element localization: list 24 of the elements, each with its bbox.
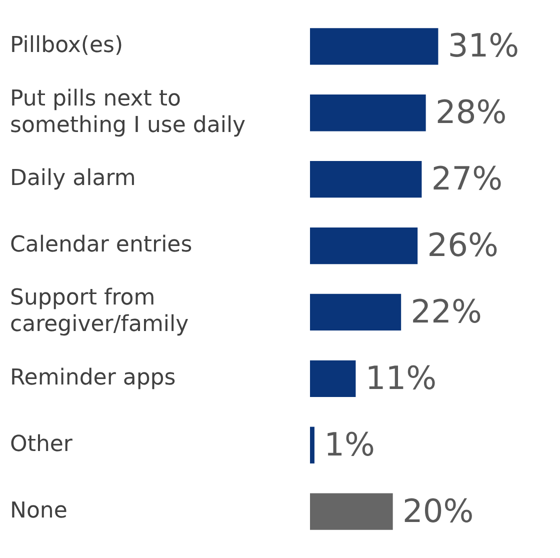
bar <box>310 28 438 65</box>
y-tick-label: Calendar entries <box>10 232 192 258</box>
bar <box>310 294 402 331</box>
y-tick-label: Other <box>10 432 74 457</box>
y-tick-label: None <box>10 498 68 524</box>
y-tick-label: Put pills next to something I use daily <box>10 86 246 138</box>
bar <box>310 160 422 198</box>
data-label: 27% <box>431 160 502 198</box>
y-tick-label: Daily alarm <box>10 166 136 192</box>
bar <box>310 360 356 398</box>
data-label: 22% <box>410 292 482 331</box>
data-label: 1% <box>324 425 375 464</box>
y-tick-label: Reminder apps <box>10 365 176 390</box>
bar <box>310 426 314 464</box>
y-tick-label: Pillbox(es) <box>10 33 124 58</box>
y-tick-label: Support from caregiver/family <box>10 286 189 338</box>
bar <box>310 227 418 264</box>
data-label: 26% <box>427 226 498 264</box>
bar <box>310 493 393 530</box>
data-label: 20% <box>402 492 474 530</box>
bar <box>310 94 426 132</box>
data-label: 31% <box>448 26 519 65</box>
data-label: 28% <box>436 93 507 132</box>
data-label: 11% <box>365 358 436 397</box>
